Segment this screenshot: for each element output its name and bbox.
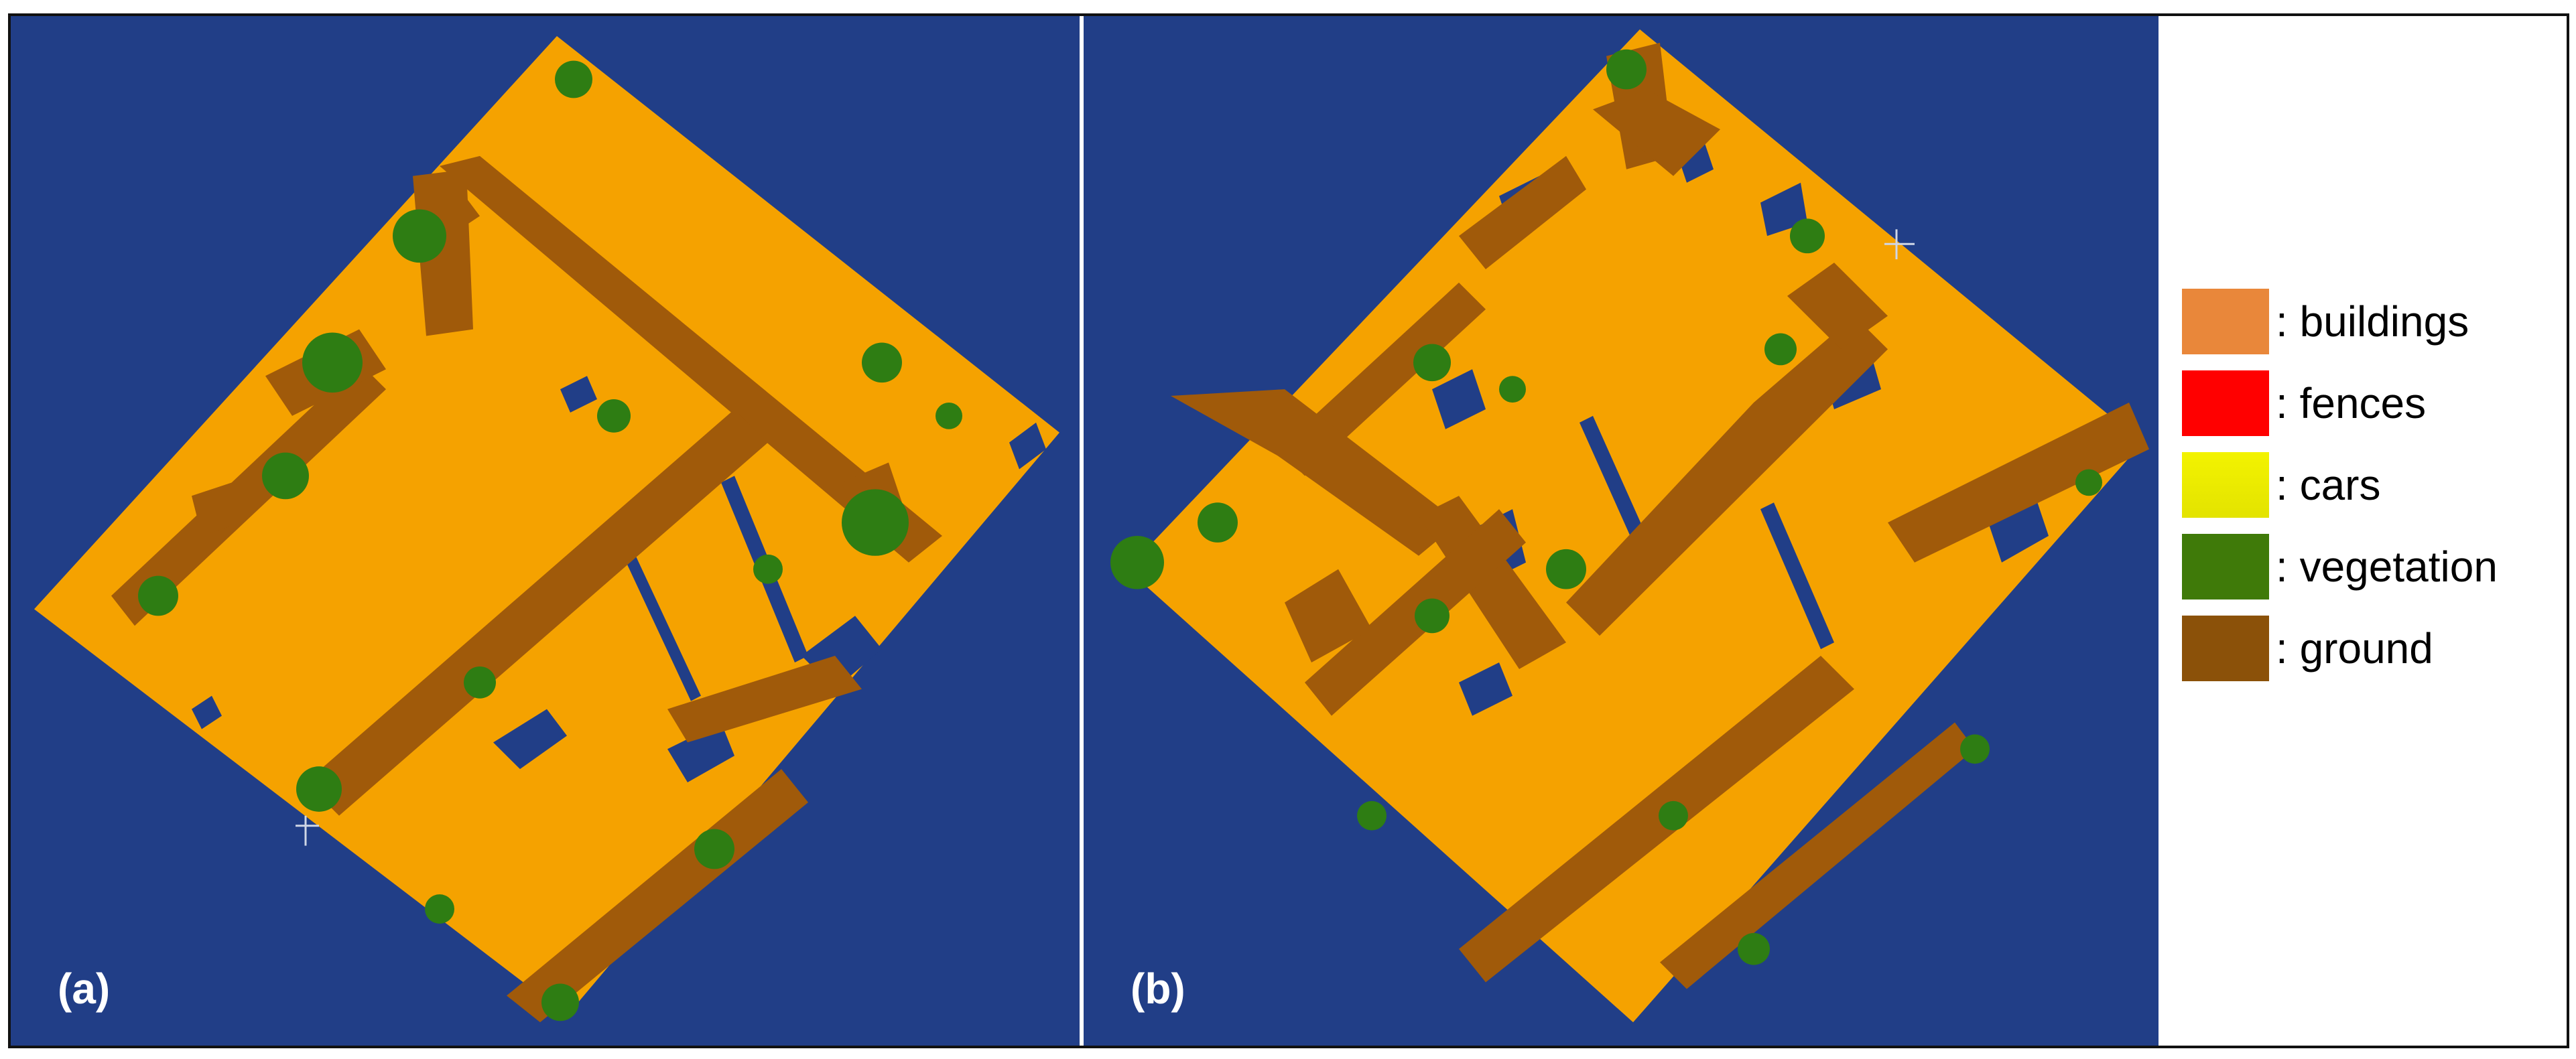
legend-label-buildings: : buildings [2276, 297, 2469, 346]
panel-b-label: (b) [1131, 965, 1185, 1013]
legend-label-ground: : ground [2276, 624, 2433, 673]
unclassified-gaps [192, 376, 1046, 783]
classification-map-a [11, 16, 1080, 1046]
legend-label-cars: : cars [2276, 461, 2381, 509]
classification-map-b [1084, 16, 2159, 1046]
legend: : buildings : fences : cars : vegetation… [2182, 281, 2557, 689]
legend-label-fences: : fences [2276, 379, 2427, 427]
crosshair-icon [1884, 229, 1915, 260]
panel-a-label: (a) [58, 965, 111, 1013]
legend-item-fences: : fences [2182, 362, 2557, 444]
red-swatch-icon [2182, 370, 2269, 436]
vegetation-patches [138, 60, 962, 1021]
vegetation-patches [1110, 49, 2102, 965]
legend-item-buildings: : buildings [2182, 281, 2557, 362]
legend-item-vegetation: : vegetation [2182, 526, 2557, 608]
buildings-region [34, 36, 1059, 1016]
orange-swatch-icon [2182, 289, 2269, 354]
panel-divider [1080, 16, 1084, 1046]
crosshair-icon [296, 815, 319, 846]
legend-label-vegetation: : vegetation [2276, 543, 2498, 591]
figure-frame: (a) [8, 13, 2569, 1048]
panel-b: (b) [1084, 16, 2159, 1046]
brown-swatch-icon [2182, 616, 2269, 681]
legend-item-ground: : ground [2182, 608, 2557, 689]
ground-roads [1171, 42, 2149, 989]
panel-a: (a) [11, 16, 1080, 1046]
ground-roads [111, 155, 942, 1023]
legend-item-cars: : cars [2182, 444, 2557, 526]
green-swatch-icon [2182, 534, 2269, 599]
yellow-swatch-icon [2182, 452, 2269, 518]
